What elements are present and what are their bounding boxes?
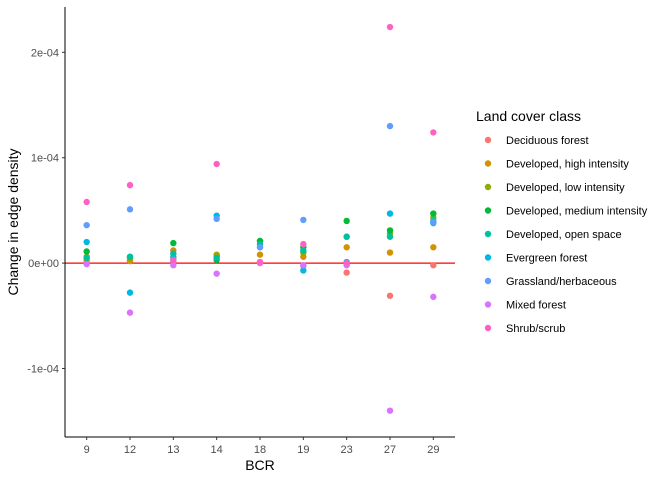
- data-point: [300, 216, 307, 224]
- x-tick-label: 13: [167, 444, 179, 456]
- data-point: [430, 244, 437, 251]
- legend: Land cover class Deciduous forest Develop…: [476, 108, 648, 335]
- data-point: [256, 244, 264, 251]
- legend-label: Developed, open space: [506, 229, 622, 241]
- data-point: [83, 221, 90, 229]
- data-point: [170, 239, 177, 247]
- data-point: [83, 254, 90, 262]
- data-point: [83, 248, 90, 255]
- legend-title: Land cover class: [476, 108, 581, 124]
- data-point: [386, 292, 394, 299]
- legend-key: [484, 136, 492, 144]
- y-tick-label: 2e-04: [31, 47, 59, 59]
- legend-key: [484, 160, 492, 167]
- legend-key: [484, 301, 492, 308]
- data-point: [343, 269, 350, 276]
- data-point: [430, 129, 437, 136]
- data-point: [126, 289, 134, 296]
- data-point: [213, 254, 220, 262]
- plot-area: [65, 23, 455, 414]
- data-point: [430, 210, 437, 217]
- data-point: [343, 233, 350, 240]
- data-point: [83, 260, 90, 268]
- legend-key: [484, 183, 492, 191]
- data-point: [170, 256, 177, 264]
- data-point: [126, 253, 134, 260]
- legend-key: [484, 254, 492, 261]
- data-point: [430, 262, 437, 269]
- data-point: [83, 238, 90, 246]
- axes: -1e-04 0e+00 1e-04 2e-04 9 12 13 14 18 19 23 27 29: [27, 7, 455, 456]
- x-tick-label: 18: [254, 444, 266, 456]
- x-tick-label: 14: [211, 444, 223, 456]
- legend-label: Evergreen forest: [506, 253, 587, 265]
- legend-label: Shrub/scrub: [506, 323, 565, 335]
- data-point: [126, 309, 134, 316]
- data-point: [430, 293, 437, 301]
- x-tick-label: 9: [84, 444, 90, 456]
- legend-key: [484, 207, 492, 214]
- legend-key: [484, 324, 492, 332]
- data-point: [213, 270, 220, 277]
- y-axis-title: Change in edge density: [5, 148, 21, 295]
- data-point: [343, 259, 350, 267]
- legend-label: Developed, medium intensity: [506, 206, 648, 218]
- data-point: [300, 262, 307, 269]
- x-tick-label: 12: [124, 444, 136, 456]
- x-tick-label: 27: [384, 444, 396, 456]
- data-point: [386, 210, 394, 217]
- legend-label: Developed, high intensity: [506, 159, 629, 171]
- x-tick-label: 19: [297, 444, 309, 456]
- data-point: [386, 249, 394, 256]
- data-point: [343, 244, 350, 251]
- data-point: [386, 23, 394, 31]
- legend-label: Developed, low intensity: [506, 182, 625, 194]
- data-point: [386, 407, 394, 414]
- legend-key: [484, 230, 492, 238]
- legend-label: Mixed forest: [506, 300, 566, 312]
- x-axis-title: BCR: [245, 457, 275, 473]
- data-point: [213, 215, 220, 223]
- data-point: [256, 251, 264, 258]
- data-point: [300, 247, 307, 254]
- x-tick-label: 23: [341, 444, 353, 456]
- data-point: [386, 227, 394, 234]
- data-point: [83, 198, 90, 206]
- data-point: [300, 240, 307, 248]
- data-point: [213, 160, 220, 168]
- legend-label: Grassland/herbaceous: [506, 276, 617, 288]
- legend-key: [484, 277, 492, 285]
- y-tick-label: 0e+00: [28, 258, 59, 270]
- data-point: [386, 122, 394, 130]
- x-tick-label: 29: [427, 444, 439, 456]
- data-point: [300, 267, 307, 274]
- y-tick-label: -1e-04: [27, 363, 59, 375]
- data-point: [126, 206, 134, 213]
- y-tick-label: 1e-04: [31, 153, 59, 165]
- data-point: [256, 258, 264, 266]
- data-point: [430, 218, 437, 226]
- data-point: [170, 262, 177, 269]
- data-point: [343, 217, 350, 225]
- legend-label: Deciduous forest: [506, 135, 589, 147]
- data-point: [386, 233, 394, 240]
- data-point: [126, 181, 134, 189]
